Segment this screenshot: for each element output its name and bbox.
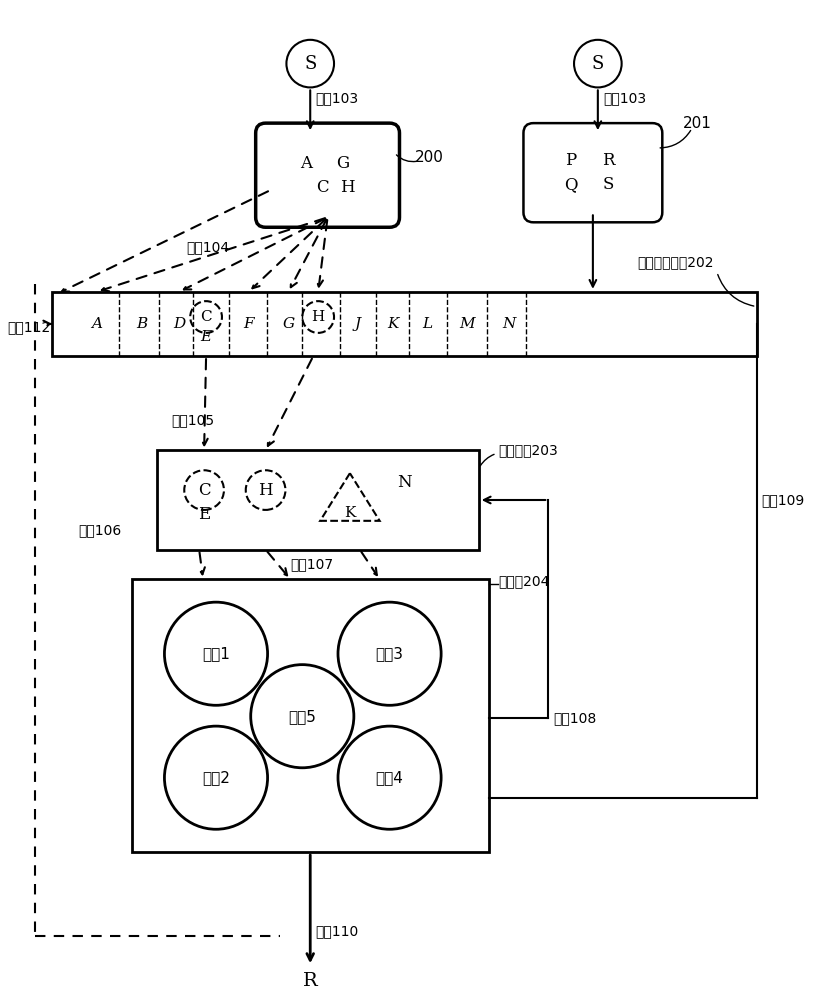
- Bar: [157, 450, 479, 550]
- Text: H: H: [311, 310, 325, 324]
- Text: R: R: [602, 152, 615, 169]
- Circle shape: [338, 726, 441, 829]
- Circle shape: [287, 40, 334, 87]
- FancyBboxPatch shape: [256, 123, 400, 227]
- Text: G: G: [283, 317, 294, 331]
- Text: 线程1: 线程1: [202, 646, 230, 661]
- Circle shape: [338, 602, 441, 705]
- Text: A: A: [92, 317, 102, 331]
- Text: D: D: [173, 317, 185, 331]
- Text: 线程5: 线程5: [288, 709, 316, 724]
- Text: C: C: [200, 310, 212, 324]
- Text: 任务池204: 任务池204: [498, 574, 550, 588]
- Text: 步骤112: 步骤112: [7, 320, 51, 334]
- Text: S: S: [603, 176, 614, 193]
- Text: 线程2: 线程2: [202, 770, 230, 785]
- Text: 步骤110: 步骤110: [315, 924, 359, 938]
- Text: K: K: [344, 506, 355, 520]
- Text: 步骤103: 步骤103: [315, 91, 359, 105]
- Text: P: P: [565, 152, 577, 169]
- Text: R: R: [303, 972, 318, 990]
- Text: 线程3: 线程3: [376, 646, 404, 661]
- Text: H: H: [258, 482, 273, 499]
- Text: C: C: [198, 482, 211, 499]
- Text: S: S: [304, 55, 316, 73]
- Text: N: N: [502, 317, 516, 331]
- Text: M: M: [459, 317, 475, 331]
- Text: 200: 200: [415, 150, 444, 165]
- Bar: [132, 579, 489, 852]
- Text: G: G: [336, 155, 349, 172]
- Bar: [52, 292, 757, 356]
- Text: 步骤109: 步骤109: [761, 493, 805, 507]
- Text: 步骤105: 步骤105: [172, 414, 215, 428]
- Text: F: F: [243, 317, 254, 331]
- Text: 消息缓冲队列202: 消息缓冲队列202: [637, 255, 714, 269]
- Text: 步骤106: 步骤106: [78, 523, 122, 537]
- Circle shape: [164, 726, 268, 829]
- Text: 步骤108: 步骤108: [553, 711, 596, 725]
- Text: 线程4: 线程4: [376, 770, 404, 785]
- Text: H: H: [340, 179, 355, 196]
- Text: J: J: [355, 317, 361, 331]
- Text: Q: Q: [565, 176, 578, 193]
- FancyBboxPatch shape: [524, 123, 663, 222]
- Text: 步骤103: 步骤103: [603, 91, 646, 105]
- Text: 步骤107: 步骤107: [290, 557, 333, 571]
- Text: C: C: [316, 179, 329, 196]
- Text: 并发容器203: 并发容器203: [498, 443, 558, 457]
- Circle shape: [251, 665, 354, 768]
- Text: 步骤104: 步骤104: [186, 240, 230, 254]
- Text: L: L: [422, 317, 432, 331]
- Text: N: N: [397, 474, 412, 491]
- Text: B: B: [136, 317, 147, 331]
- Text: K: K: [387, 317, 398, 331]
- Circle shape: [164, 602, 268, 705]
- Circle shape: [574, 40, 622, 87]
- Text: E: E: [198, 506, 210, 523]
- Text: 201: 201: [682, 116, 712, 131]
- Text: E: E: [200, 330, 212, 344]
- Text: A: A: [300, 155, 312, 172]
- Text: S: S: [592, 55, 604, 73]
